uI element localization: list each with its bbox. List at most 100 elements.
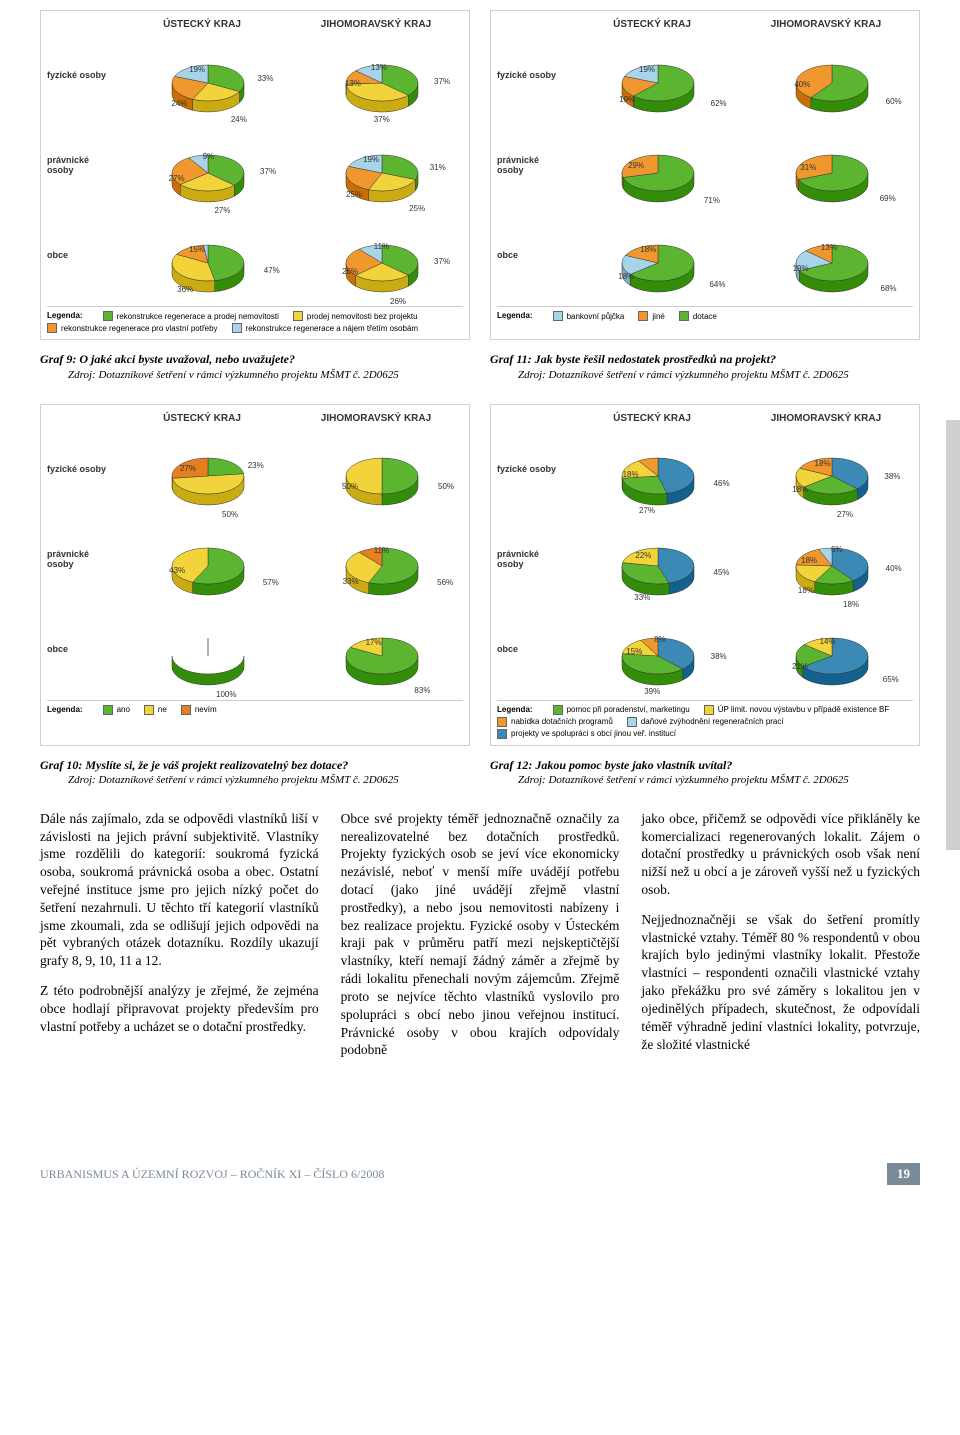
slice-label: 27% (180, 464, 196, 473)
slice-label: 8% (654, 635, 666, 644)
slice-label: 24% (171, 99, 187, 108)
slice-label: 11% (374, 242, 389, 251)
slice-label: 36% (177, 285, 193, 294)
pie-chart: 60%40% (739, 36, 913, 114)
paragraph: Z této podrobnější analýzy je zřejmé, že… (40, 982, 319, 1035)
slice-label: 45% (713, 568, 729, 577)
row-label: obce (497, 250, 565, 260)
slice-label: 100% (216, 690, 236, 699)
slice-label: 19% (189, 65, 205, 74)
slice-label: 50% (342, 482, 358, 491)
slice-label: 23% (248, 461, 264, 470)
chart-panel-g12: ÚSTECKÝ KRAJ JIHOMORAVSKÝ KRAJ fyzické o… (490, 404, 920, 746)
pie-chart: 33%24%24%19% (115, 36, 289, 114)
chart-row: právnické osoby 71%29%69%31% (497, 126, 913, 204)
pie-chart: 68%19%13% (739, 216, 913, 294)
paragraph: jako obce, přičemž se odpovědi více přik… (641, 810, 920, 899)
column-header: JIHOMORAVSKÝ KRAJ (739, 411, 913, 430)
slice-label: 24% (231, 115, 247, 124)
slice-label: 38% (711, 652, 727, 661)
caption-title: Graf 11: Jak byste řešil nedostatek pros… (490, 352, 920, 368)
text-column-1: Dále nás zajímalo, zda se odpovědi vlast… (40, 810, 319, 1071)
slice-label: 37% (434, 257, 450, 266)
legend-item: rekonstrukce regenerace a prodej nemovit… (103, 311, 279, 321)
slice-label: 19% (793, 264, 809, 273)
slice-label: 83% (414, 686, 430, 695)
paragraph: Dále nás zajímalo, zda se odpovědi vlast… (40, 810, 319, 970)
slice-label: 40% (794, 80, 810, 89)
slice-label: 27% (169, 174, 185, 183)
legend-title: Legenda: (47, 705, 83, 715)
slice-label: 26% (390, 297, 406, 306)
slice-label: 18% (618, 272, 634, 281)
column-header: JIHOMORAVSKÝ KRAJ (289, 17, 463, 36)
slice-label: 37% (374, 115, 390, 124)
pie-chart: 23%50%27% (115, 430, 289, 508)
slice-label: 47% (264, 266, 280, 275)
paragraph: Nejjednoznačněji se však do šetření prom… (641, 911, 920, 1054)
chart-panel-g11: ÚSTECKÝ KRAJ JIHOMORAVSKÝ KRAJ fyzické o… (490, 10, 920, 340)
caption-source: Zdroj: Dotazníkové šetření v rámci výzku… (490, 773, 920, 787)
pie-chart: 38%27%18%18% (739, 430, 913, 508)
chart-row: fyzické osoby 46%27%18%38%27%18%18% (497, 430, 913, 508)
slice-label: 50% (438, 482, 454, 491)
chart-legend: Legenda: anonenevím (47, 700, 463, 715)
caption-g10: Graf 10: Myslíte si, že je váš projekt r… (40, 758, 470, 788)
slice-label: 17% (366, 638, 382, 647)
chart-panel-g10: ÚSTECKÝ KRAJ JIHOMORAVSKÝ KRAJ fyzické o… (40, 404, 470, 746)
caption-source: Zdroj: Dotazníkové šetření v rámci výzku… (40, 773, 470, 787)
pie-chart: 50% 50% (289, 430, 463, 508)
pie-chart: 31%25%25%19% (289, 126, 463, 204)
pie-chart: 46%27%18% (565, 430, 739, 508)
slice-label: 39% (644, 687, 660, 696)
legend-item: bankovní půjčka (553, 311, 625, 321)
pie-chart: 65%21%14% (739, 610, 913, 688)
column-header: ÚSTECKÝ KRAJ (565, 411, 739, 430)
legend-item: nevím (181, 705, 217, 715)
slice-label: 69% (880, 194, 896, 203)
slice-label: 31% (430, 163, 446, 172)
slice-label: 19% (363, 155, 379, 164)
pie-chart: 71% 29% (565, 126, 739, 204)
pie-chart: 40%18%18%18%6% (739, 520, 913, 598)
legend-item: dotace (679, 311, 717, 321)
slice-label: 38% (884, 472, 900, 481)
chart-legend: Legenda: rekonstrukce regenerace a prode… (47, 306, 463, 333)
page-footer: URBANISMUS A ÚZEMNÍ ROZVOJ – ROČNÍK XI –… (40, 1127, 920, 1185)
legend-item: pomoc při poradenství, marketingu (553, 705, 690, 715)
caption-title: Graf 10: Myslíte si, že je váš projekt r… (40, 758, 470, 774)
slice-label: 11% (374, 546, 389, 555)
chart-row: právnické osoby 37%27%27%9%31%25%25%19% (47, 126, 463, 204)
column-header: JIHOMORAVSKÝ KRAJ (289, 411, 463, 430)
slice-label: 15% (189, 245, 205, 254)
slice-label: 29% (628, 161, 644, 170)
slice-label: 50% (222, 510, 238, 519)
slice-label: 56% (437, 578, 453, 587)
legend-item: jiné (638, 311, 664, 321)
slice-label: 27% (837, 510, 853, 519)
slice-label: 14% (820, 637, 836, 646)
legend-item: ÚP limit. novou výstavbu v případě exist… (704, 705, 890, 715)
legend-item: rekonstrukce regenerace pro vlastní potř… (47, 323, 218, 333)
column-header: JIHOMORAVSKÝ KRAJ (739, 17, 913, 36)
row-label: obce (497, 644, 565, 654)
chart-row: obce 47%36%15%37%26%26%11% (47, 216, 463, 294)
side-gray-bar (946, 420, 960, 850)
slice-label: 18% (623, 470, 639, 479)
text-column-3: jako obce, přičemž se odpovědi více přik… (641, 810, 920, 1071)
slice-label: 37% (260, 167, 276, 176)
caption-title: Graf 9: O jaké akci byste uvažoval, nebo… (40, 352, 470, 368)
body-text: Dále nás zajímalo, zda se odpovědi vlast… (40, 810, 920, 1071)
slice-label: 18% (801, 556, 817, 565)
row-label: fyzické osoby (497, 464, 565, 474)
slice-label: 71% (704, 196, 720, 205)
chart-row: právnické osoby 45%33%22%40%18%18%18%6% (497, 520, 913, 598)
legend-item: ano (103, 705, 130, 715)
caption-g12: Graf 12: Jakou pomoc byste jako vlastník… (490, 758, 920, 788)
column-header: ÚSTECKÝ KRAJ (115, 411, 289, 430)
chart-row: právnické osoby 57%43%56%33%11% (47, 520, 463, 598)
slice-label: 65% (883, 675, 899, 684)
slice-label: 68% (881, 284, 897, 293)
slice-label: 18% (792, 485, 808, 494)
slice-label: 40% (886, 564, 902, 573)
